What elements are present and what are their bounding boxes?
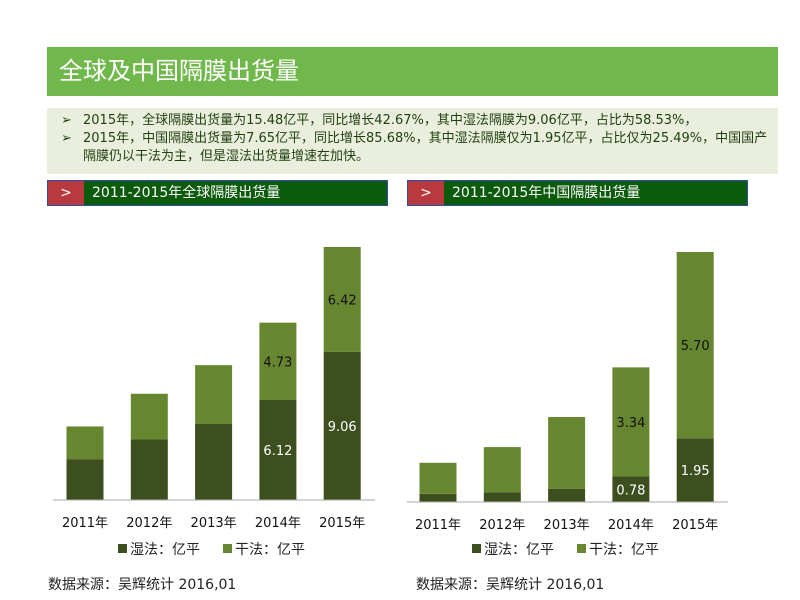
data-label: 5.70 [681,339,710,354]
bullet-text: 2015年，中国隔膜出货量为7.65亿平，同比增长85.68%，其中湿法隔膜仅为… [83,131,768,164]
bar-wet [612,476,650,502]
bullet-item: ➢ 2015年，中国隔膜出货量为7.65亿平，同比增长85.68%，其中湿法隔膜仅… [61,130,770,166]
bar-wet [483,492,521,502]
bar-dry [66,426,104,460]
bar-wet [676,438,714,502]
source-note: 数据来源：吴辉统计 2016,01 [48,577,237,593]
x-tick-label: 2012年 [479,518,525,533]
bar-dry [548,417,586,489]
section-title: 2011-2015年中国隔膜出货量 [452,185,641,201]
summary-bullets: ➢ 2015年，全球隔膜出货量为15.48亿平，同比增长42.67%，其中湿法隔膜… [47,108,778,174]
bar-dry [323,247,361,352]
bar-wet [548,488,586,502]
chevron-right-icon: > [48,181,84,205]
bullet-text: 2015年，全球隔膜出货量为15.48亿平，同比增长42.67%，其中湿法隔膜为… [83,113,698,128]
section-header-global: >2011-2015年全球隔膜出货量 [47,180,388,206]
x-tick-label: 2013年 [544,518,590,533]
data-label: 6.12 [263,444,292,459]
bar-wet [195,424,233,500]
x-tick-label: 2011年 [62,516,108,531]
x-tick-label: 2011年 [415,518,461,533]
data-label: 9.06 [328,420,357,435]
bar-wet [66,459,104,500]
bar-dry [195,365,233,425]
legend-swatch [472,544,481,553]
bar-dry [612,367,650,477]
source-note: 数据来源：吴辉统计 2016,01 [416,577,605,593]
legend-swatch [577,544,586,553]
arrow-bullet-icon: ➢ [61,131,72,146]
x-tick-label: 2015年 [319,516,365,531]
bar-dry [130,393,168,440]
section-title: 2011-2015年全球隔膜出货量 [92,185,281,201]
data-label: 4.73 [263,355,292,370]
section-header-china: >2011-2015年中国隔膜出货量 [407,180,748,206]
x-tick-label: 2015年 [672,518,718,533]
data-label: 6.42 [328,293,357,308]
legend-label: 湿法：亿平 [130,542,200,558]
x-tick-label: 2013年 [191,516,237,531]
x-tick-label: 2014年 [255,516,301,531]
legend-swatch [223,544,232,553]
page-title: 全球及中国隔膜出货量 [47,47,778,96]
chevron-right-icon: > [408,181,444,205]
legend-swatch [118,544,127,553]
data-label: 1.95 [681,464,710,479]
x-tick-label: 2014年 [608,518,654,533]
bar-dry [676,252,714,439]
legend-label: 湿法：亿平 [484,542,554,558]
bar-wet [419,493,457,502]
bar-dry [259,322,297,400]
x-tick-label: 2012年 [126,516,172,531]
bar-dry [483,447,521,493]
bar-wet [259,399,297,500]
bar-wet [130,439,168,500]
data-label: 3.34 [616,416,645,431]
arrow-bullet-icon: ➢ [61,113,72,128]
legend-label: 干法：亿平 [589,542,659,558]
bar-wet [323,351,361,500]
data-label: 0.78 [616,483,645,498]
legend-label: 干法：亿平 [235,542,305,558]
bullet-item: ➢ 2015年，全球隔膜出货量为15.48亿平，同比增长42.67%，其中湿法隔膜… [61,112,770,130]
bar-dry [419,462,457,494]
